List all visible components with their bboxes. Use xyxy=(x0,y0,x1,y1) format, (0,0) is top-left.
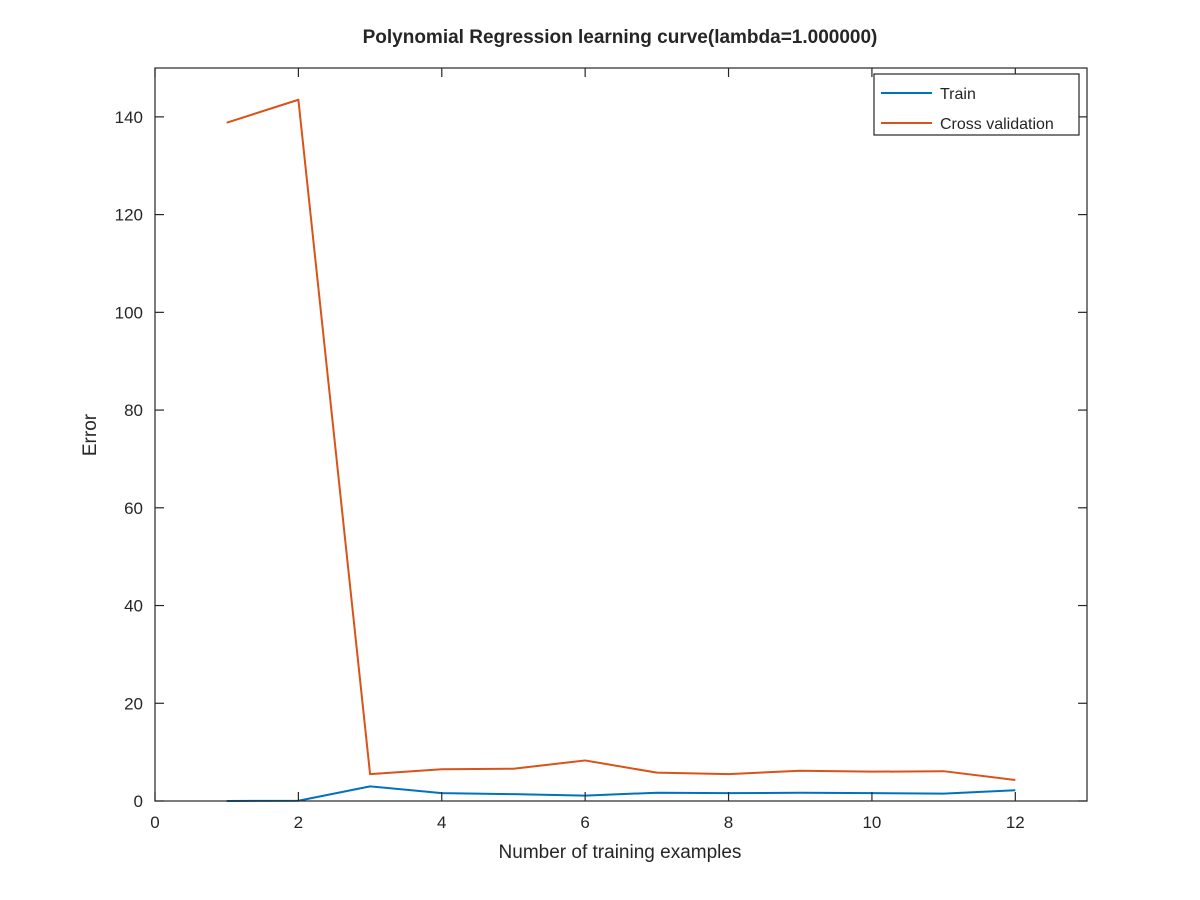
y-tick-label: 60 xyxy=(124,499,143,518)
legend-box xyxy=(873,73,1080,136)
y-tick-label: 0 xyxy=(134,792,143,811)
x-tick-label: 4 xyxy=(437,813,446,832)
y-tick-label: 40 xyxy=(124,597,143,616)
axes: 0 2 4 6 8 10 12 0 20 40 60 80 100 120 140 xyxy=(115,67,1088,832)
axes-box xyxy=(154,67,1088,802)
x-axis-ticks: 0 2 4 6 8 10 12 xyxy=(150,68,1025,832)
y-axis-label: Error xyxy=(80,413,101,456)
x-tick-label: 2 xyxy=(294,813,303,832)
y-tick-label: 20 xyxy=(124,694,143,713)
x-tick-label: 12 xyxy=(1006,813,1025,832)
y-tick-label: 120 xyxy=(115,206,143,225)
series-line-train xyxy=(226,785,1016,802)
y-axis-ticks: 0 20 40 60 80 100 120 140 xyxy=(115,108,1087,811)
series-line-cross-validation xyxy=(226,98,1016,781)
y-tick-label: 140 xyxy=(115,108,143,127)
x-tick-label: 6 xyxy=(580,813,589,832)
legend: Train Cross validation xyxy=(873,73,1080,136)
x-axis-label: Number of training examples xyxy=(499,842,742,863)
y-tick-label: 80 xyxy=(124,401,143,420)
chart-title: Polynomial Regression learning curve(lam… xyxy=(363,27,878,48)
x-tick-label: 0 xyxy=(150,813,159,832)
legend-label-train: Train xyxy=(940,86,976,103)
x-tick-label: 10 xyxy=(862,813,881,832)
plot-lines xyxy=(226,98,1016,802)
y-tick-label: 100 xyxy=(115,303,143,322)
legend-label-cross-validation: Cross validation xyxy=(940,116,1054,133)
x-tick-label: 8 xyxy=(724,813,733,832)
